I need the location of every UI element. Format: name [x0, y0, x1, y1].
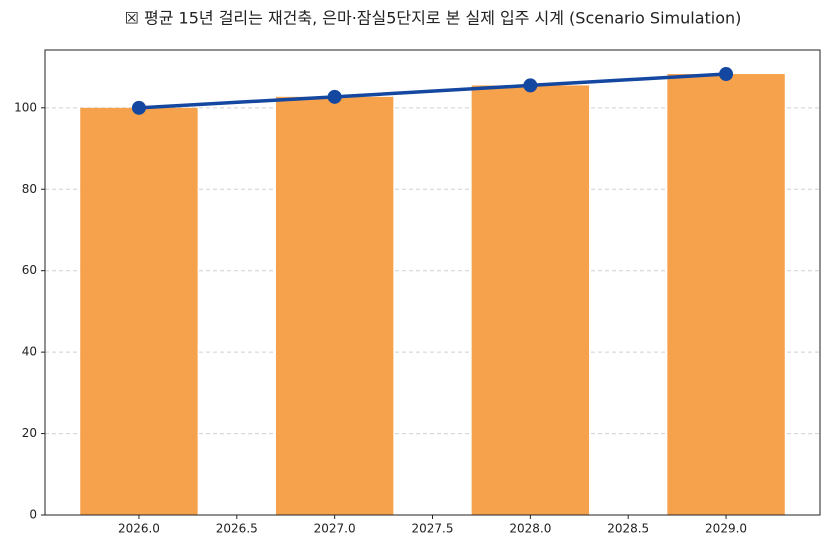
x-tick-label: 2026.0: [118, 522, 160, 536]
bar: [471, 85, 590, 516]
x-tick-label: 2027.0: [314, 522, 356, 536]
y-tick-label: 20: [22, 426, 37, 440]
bar: [80, 107, 198, 516]
plot-frame: [44, 49, 821, 516]
point: [523, 78, 538, 93]
y-tick-label: 60: [22, 263, 37, 277]
y-tick-label: 80: [22, 182, 37, 196]
y-tick-label: 40: [22, 345, 37, 359]
x-tick-label: 2026.5: [216, 522, 258, 536]
chart-title: ☒ 평균 15년 걸리는 재건축, 은마·잠실5단지로 본 실제 입주 시계 (…: [125, 9, 742, 28]
point: [327, 89, 342, 104]
point: [719, 67, 734, 82]
bar: [667, 74, 785, 515]
bar: [275, 96, 394, 515]
y-tick-label: 0: [29, 508, 37, 522]
point: [131, 100, 146, 115]
x-tick-label: 2028.5: [607, 522, 649, 536]
x-tick-label: 2028.0: [509, 522, 551, 536]
x-tick-label: 2029.0: [705, 522, 747, 536]
y-tick-label: 100: [14, 100, 37, 114]
line: [138, 72, 727, 110]
x-tick-label: 2027.5: [412, 522, 454, 536]
